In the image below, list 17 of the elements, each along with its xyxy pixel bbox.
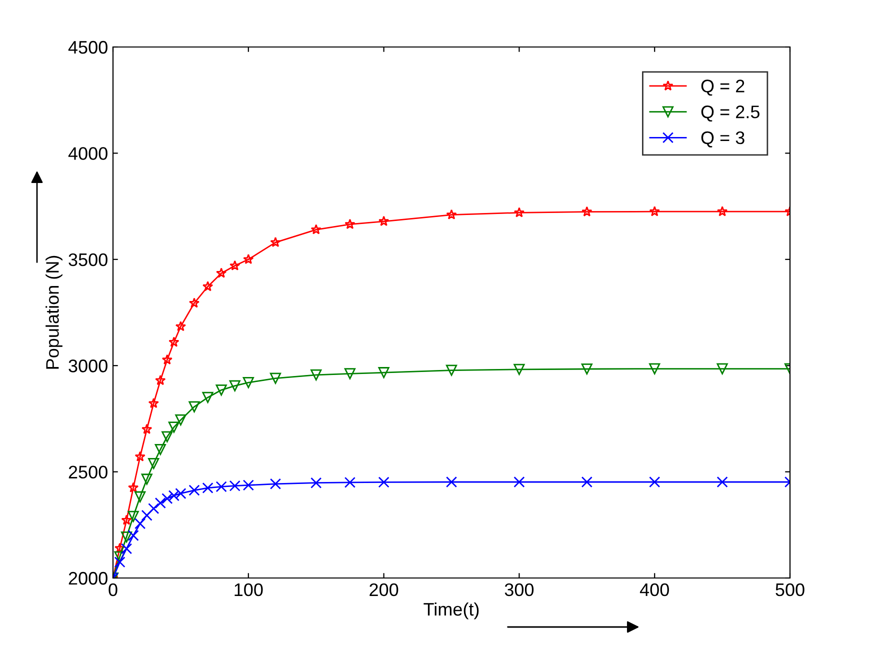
x-tick-label: 300 (504, 583, 534, 596)
x-axis-title: Time(t) (424, 602, 479, 620)
y-tick-label: 4000 (68, 147, 108, 160)
x-tick-label: 100 (234, 583, 263, 596)
y-axis-title: Population (N) (46, 256, 62, 369)
y-tick-label: 2500 (68, 466, 108, 479)
y-tick-label: 2000 (68, 572, 108, 585)
x-tick-label: 400 (640, 583, 669, 596)
y-tick-label: 3000 (68, 360, 108, 372)
y-tick-label: 4500 (68, 40, 108, 54)
y-tick-label: 3500 (68, 253, 108, 266)
x-tick-label: 200 (370, 583, 398, 596)
legend-label: Q = 2 (701, 80, 744, 96)
legend-label: Q = 2.5 (701, 106, 760, 122)
x-tick-label: 0 (108, 583, 118, 596)
x-tick-label: 500 (776, 583, 804, 596)
legend-label: Q = 3 (701, 131, 744, 148)
